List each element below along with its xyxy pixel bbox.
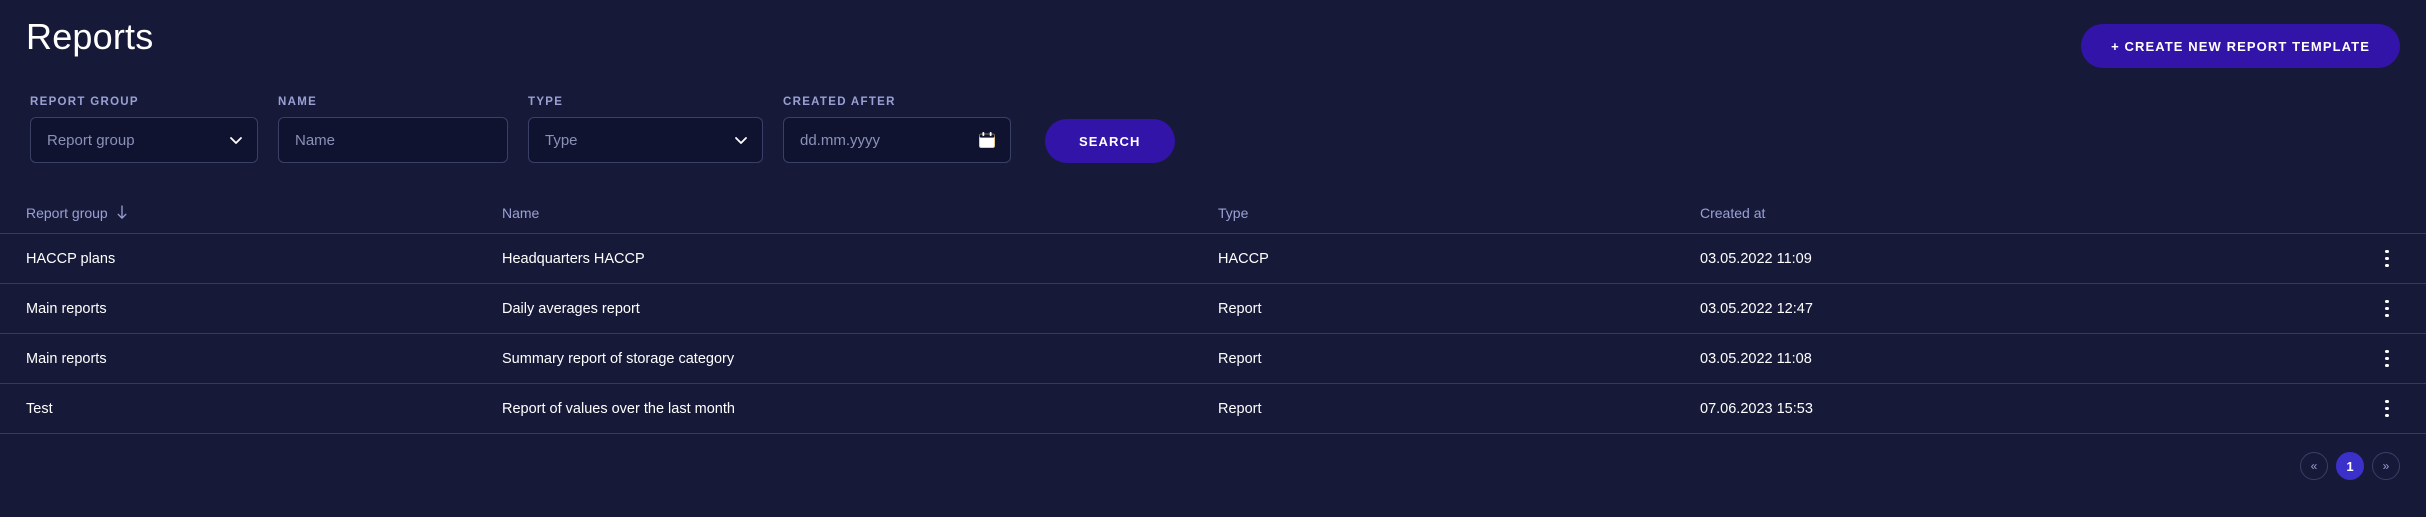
cell-report-group: Main reports [26,350,107,367]
type-field: TYPE Type [528,96,763,163]
report-group-select[interactable]: Report group [30,117,258,163]
type-select[interactable]: Type [528,117,763,163]
row-actions [2360,294,2400,324]
row-actions [2360,244,2400,274]
column-header-type[interactable]: Type [1218,204,1249,221]
cell-report-group: Main reports [26,300,107,317]
pagination: « 1 » [2300,452,2400,480]
kebab-menu-icon[interactable] [2374,394,2400,424]
kebab-menu-icon[interactable] [2374,344,2400,374]
report-group-field: REPORT GROUP Report group [30,96,258,163]
report-group-label: REPORT GROUP [30,96,139,108]
name-input[interactable]: Name [278,117,508,163]
name-placeholder: Name [295,131,336,149]
created-after-field: CREATED AFTER dd.mm.yyyy [783,96,1011,163]
filter-bar: REPORT GROUP Report group NAME Name TYPE… [30,96,1175,163]
row-actions [2360,344,2400,374]
cell-report-group: HACCP plans [26,250,116,267]
page-title: Reports [26,16,154,57]
cell-type: Report [1218,300,1262,317]
kebab-menu-icon[interactable] [2374,294,2400,324]
cell-type: Report [1218,400,1262,417]
pagination-page-1[interactable]: 1 [2336,452,2364,480]
pagination-prev-button[interactable]: « [2300,452,2328,480]
reports-table: Report group Name Type Created at HACCP … [0,192,2426,434]
created-after-date-input[interactable]: dd.mm.yyyy [783,117,1011,163]
column-header-created-at[interactable]: Created at [1700,204,1766,221]
type-label: TYPE [528,96,564,108]
calendar-icon[interactable] [978,131,996,149]
arrow-down-icon [116,205,128,220]
cell-name: Headquarters HACCP [502,250,645,267]
table-row[interactable]: Test Report of values over the last mont… [0,384,2426,434]
report-group-placeholder: Report group [47,131,135,149]
cell-type: HACCP [1218,250,1269,267]
search-button[interactable]: SEARCH [1045,119,1175,163]
cell-created-at: 03.05.2022 12:47 [1700,300,1813,317]
table-header-row: Report group Name Type Created at [0,192,2426,234]
name-label: NAME [278,96,318,108]
table-row[interactable]: HACCP plans Headquarters HACCP HACCP 03.… [0,234,2426,284]
cell-name: Report of values over the last month [502,400,735,417]
column-header-report-group[interactable]: Report group [26,205,502,221]
create-new-report-template-button[interactable]: + CREATE NEW REPORT TEMPLATE [2081,24,2400,68]
table-body: HACCP plans Headquarters HACCP HACCP 03.… [0,234,2426,434]
cell-type: Report [1218,350,1262,367]
table-row[interactable]: Main reports Daily averages report Repor… [0,284,2426,334]
pagination-next-button[interactable]: » [2372,452,2400,480]
row-actions [2360,394,2400,424]
chevron-down-icon [229,133,243,147]
created-after-placeholder: dd.mm.yyyy [800,131,881,149]
cell-created-at: 07.06.2023 15:53 [1700,400,1813,417]
created-after-label: CREATED AFTER [783,96,896,108]
name-field: NAME Name [278,96,508,163]
type-placeholder: Type [545,131,578,149]
column-header-report-group-label: Report group [26,204,108,221]
kebab-menu-icon[interactable] [2374,244,2400,274]
chevron-down-icon [734,133,748,147]
cell-created-at: 03.05.2022 11:08 [1700,350,1812,367]
column-header-name[interactable]: Name [502,204,540,221]
cell-name: Summary report of storage category [502,350,735,367]
cell-created-at: 03.05.2022 11:09 [1700,250,1812,267]
cell-name: Daily averages report [502,300,640,317]
table-row[interactable]: Main reports Summary report of storage c… [0,334,2426,384]
cell-report-group: Test [26,400,53,417]
